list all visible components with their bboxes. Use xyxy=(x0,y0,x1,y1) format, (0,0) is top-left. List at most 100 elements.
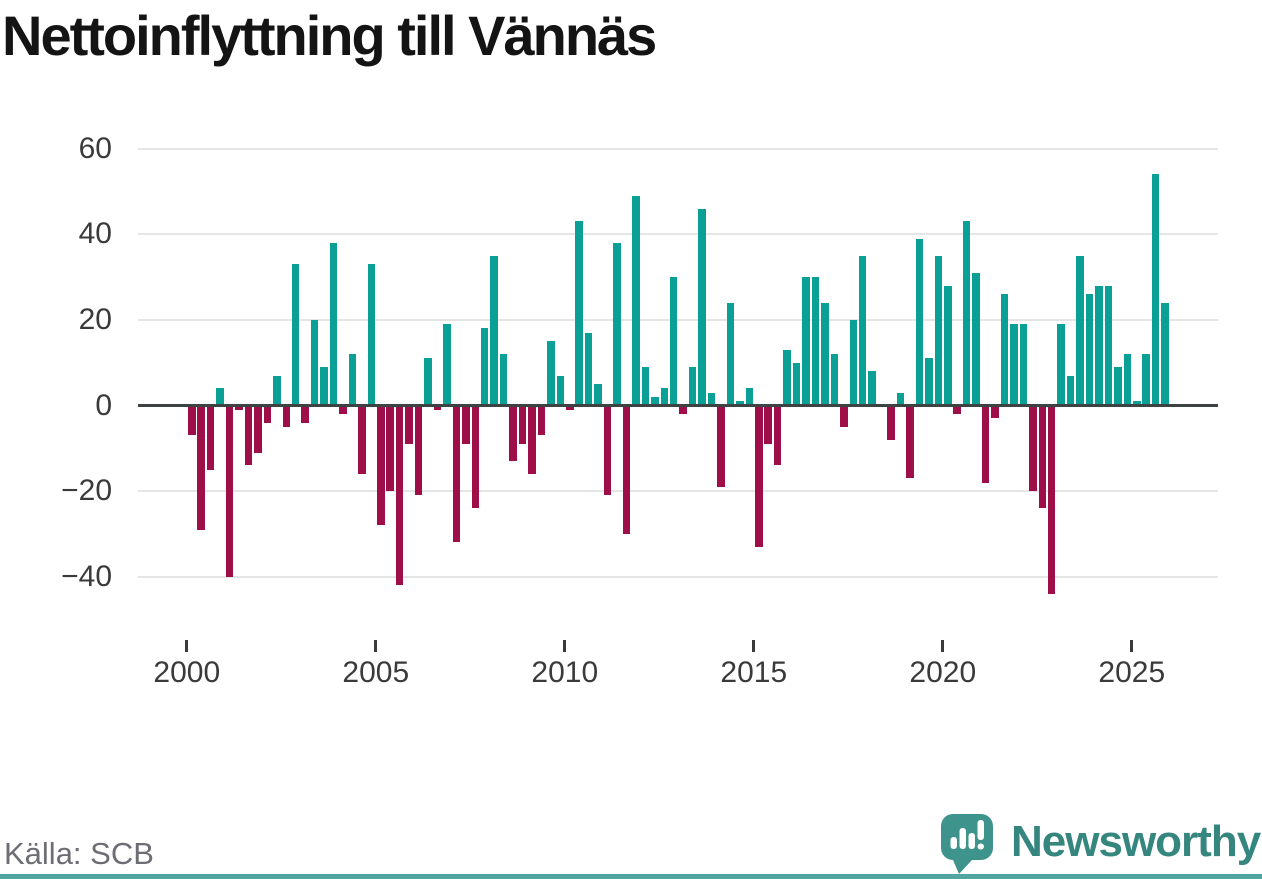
bar-positive xyxy=(925,358,933,406)
bar-positive xyxy=(736,401,744,406)
bar-positive xyxy=(1066,375,1075,406)
x-axis-label: 2015 xyxy=(720,656,788,689)
newsworthy-logo: Newsworthy xyxy=(937,812,1261,876)
bar-negative xyxy=(386,405,394,492)
bar-positive xyxy=(1057,324,1065,406)
bar-positive xyxy=(594,384,602,406)
bar-positive xyxy=(291,264,300,406)
x-axis-label: 2005 xyxy=(342,656,410,689)
y-axis-label: 40 xyxy=(78,217,112,251)
bar-positive xyxy=(556,375,565,406)
bar-positive xyxy=(613,242,621,406)
bar-negative xyxy=(528,405,536,474)
bar-negative xyxy=(462,405,470,445)
bar-positive xyxy=(868,371,876,406)
bar-positive xyxy=(783,349,791,406)
bar-negative xyxy=(887,405,895,440)
gridline xyxy=(138,575,1218,578)
bar-positive xyxy=(944,285,952,406)
gridline xyxy=(138,233,1218,236)
bar-positive xyxy=(443,324,451,406)
bar-positive xyxy=(1000,294,1009,406)
bar-positive xyxy=(1019,324,1028,406)
bar-positive xyxy=(1123,354,1132,406)
bar-negative xyxy=(679,405,687,415)
bar-negative xyxy=(358,405,366,474)
bar-positive xyxy=(896,392,905,406)
bar-positive xyxy=(962,221,971,406)
x-axis-tick xyxy=(563,640,567,652)
bar-positive xyxy=(811,277,820,406)
bar-negative xyxy=(1029,405,1037,492)
bar-positive xyxy=(641,366,650,406)
bar-positive xyxy=(1085,294,1094,406)
bar-positive xyxy=(660,388,668,406)
bar-negative xyxy=(1038,405,1046,509)
bar-positive xyxy=(1095,285,1103,406)
bar-positive xyxy=(547,341,555,406)
gridline xyxy=(138,490,1218,493)
y-axis-label: 20 xyxy=(78,302,112,336)
bar-positive xyxy=(499,354,508,406)
bar-positive xyxy=(1114,366,1122,406)
bar-negative xyxy=(433,405,442,410)
x-axis-label: 2010 xyxy=(531,656,599,689)
bar-positive xyxy=(320,366,328,406)
footer-accent-strip xyxy=(0,874,1262,879)
bar-negative xyxy=(906,405,914,479)
bar-negative xyxy=(282,405,290,427)
bar-positive xyxy=(830,354,839,406)
bar-negative xyxy=(566,405,574,410)
gridline xyxy=(138,147,1218,150)
bar-positive xyxy=(1133,401,1141,406)
zero-axis-line xyxy=(138,403,1218,408)
bar-positive xyxy=(424,358,432,406)
bar-positive xyxy=(1076,255,1084,406)
bar-negative xyxy=(603,405,612,496)
bar-positive xyxy=(632,195,640,406)
bar-positive xyxy=(216,388,224,406)
bar-positive xyxy=(1104,285,1113,406)
bar-positive xyxy=(802,277,810,406)
bar-negative xyxy=(773,405,782,466)
bar-positive xyxy=(310,319,319,406)
bar-positive xyxy=(329,242,338,406)
x-axis-tick xyxy=(1130,640,1134,652)
bar-positive xyxy=(707,392,716,406)
bar-negative xyxy=(953,405,961,415)
x-axis-label: 2020 xyxy=(909,656,977,689)
bar-negative xyxy=(225,405,234,577)
bar-negative xyxy=(263,405,272,423)
bar-positive xyxy=(651,396,659,406)
bar-negative xyxy=(509,405,517,462)
bar-negative xyxy=(339,405,347,415)
bar-positive xyxy=(348,354,357,406)
bar-positive xyxy=(745,388,754,406)
bar-negative xyxy=(188,405,196,436)
bar-negative xyxy=(452,405,461,543)
y-axis-label: 60 xyxy=(78,131,112,165)
bar-positive xyxy=(669,277,678,406)
bar-negative xyxy=(622,405,631,534)
bar-positive xyxy=(792,362,801,406)
bar-negative xyxy=(518,405,527,445)
x-axis-tick xyxy=(752,640,756,652)
bar-negative xyxy=(301,405,309,423)
bar-negative xyxy=(206,405,215,470)
bar-positive xyxy=(934,255,943,406)
bar-positive xyxy=(575,221,583,406)
bar-negative xyxy=(414,405,423,496)
bar-positive xyxy=(726,302,735,406)
bar-negative xyxy=(377,405,385,526)
bar-negative xyxy=(197,405,205,530)
y-axis-label: −40 xyxy=(61,559,112,593)
y-axis-label: −20 xyxy=(61,474,112,508)
x-axis-tick xyxy=(374,640,378,652)
bar-negative xyxy=(235,405,243,410)
x-axis-tick xyxy=(941,640,945,652)
bar-positive xyxy=(584,332,593,406)
source-attribution: Källa: SCB xyxy=(4,836,154,871)
x-axis-label: 2025 xyxy=(1098,656,1166,689)
bar-negative xyxy=(471,405,479,509)
